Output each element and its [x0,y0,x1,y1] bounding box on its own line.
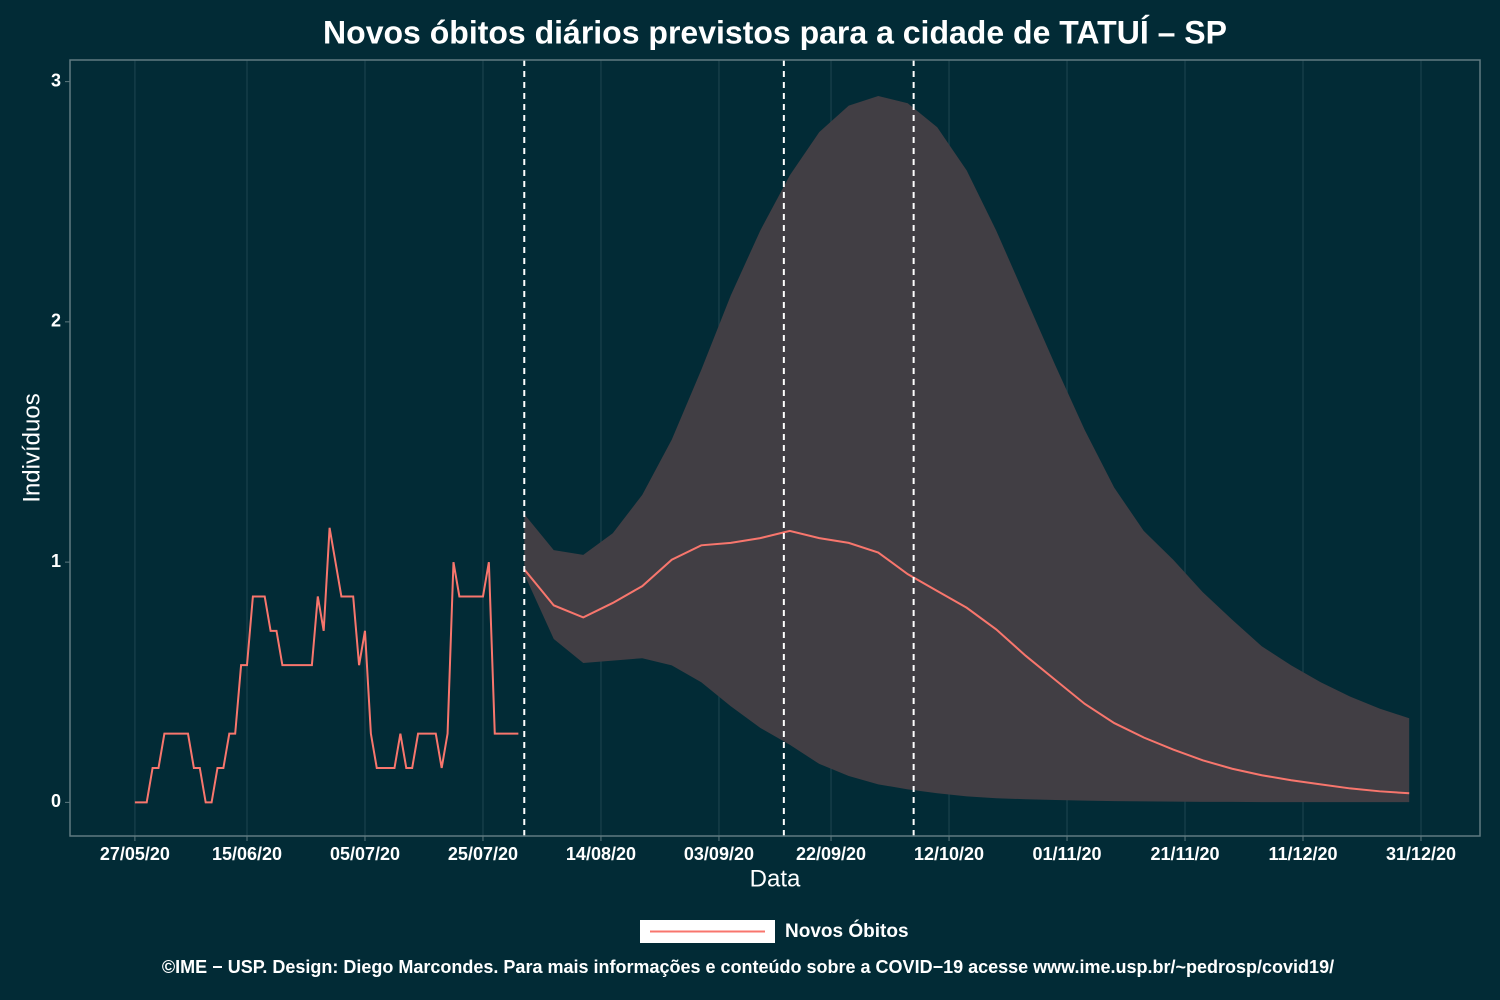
x-axis-label: Data [750,865,801,892]
plot-frame [69,59,1481,837]
line [134,527,519,804]
x-tick-label: 14/08/20 [566,844,636,864]
x-tick-label: 01/11/20 [1032,844,1101,864]
x-tick-label: 25/07/20 [448,844,518,864]
y-tick-label: 0 [51,791,61,811]
line [523,529,1410,795]
x-tick-label: 12/10/20 [914,844,984,864]
x-tick-label: 22/09/20 [796,844,866,864]
x-tick-label: 05/07/20 [330,844,400,864]
chart-title: Novos óbitos diários previstos para a ci… [323,14,1227,50]
x-tick-label: 31/12/20 [1386,844,1456,864]
x-tick-label: 21/11/20 [1150,844,1219,864]
y-axis-label: Indivíduos [18,393,45,502]
x-tick-label: 27/05/20 [100,844,170,864]
confidence-band [524,96,1410,803]
caption: ©IME − USP. Design: Diego Marcondes. Par… [162,957,1334,977]
legend-label: Novos Óbitos [785,920,909,942]
x-tick-label: 03/09/20 [684,844,754,864]
x-tick-label: 11/12/20 [1268,844,1337,864]
y-tick-label: 2 [51,311,61,331]
y-tick-label: 3 [51,70,61,90]
x-tick-label: 15/06/20 [212,844,282,864]
y-tick-label: 1 [51,551,61,571]
